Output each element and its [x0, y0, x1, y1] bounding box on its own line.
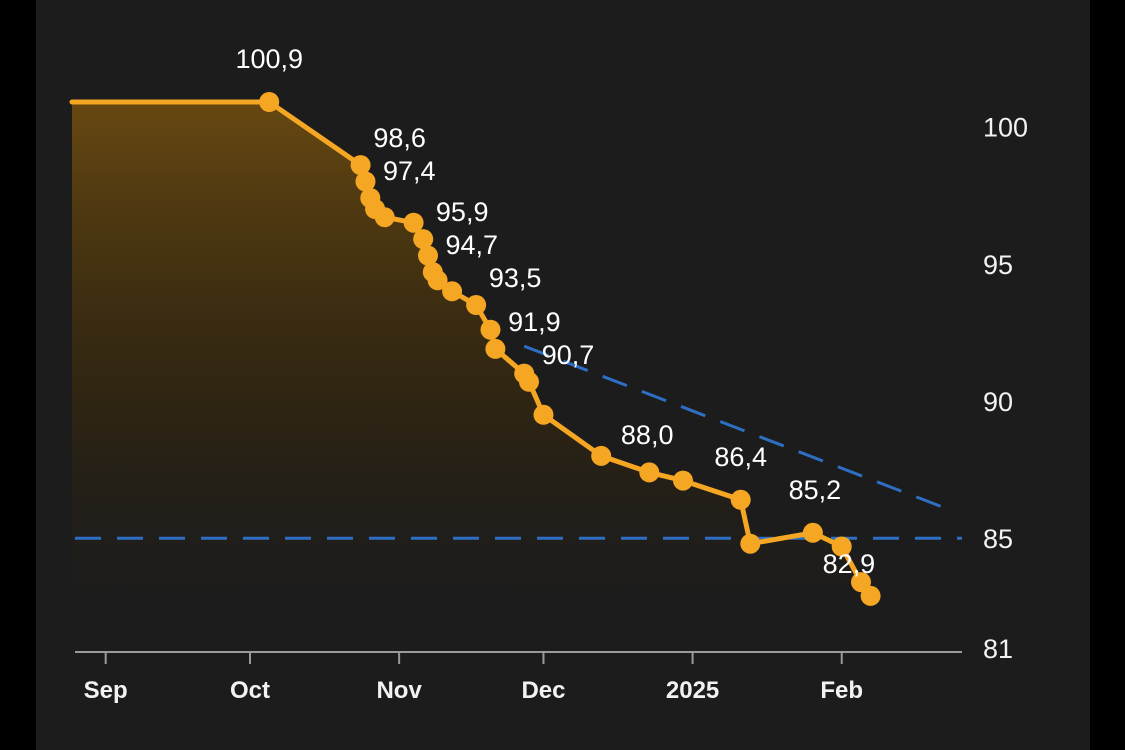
data-point [413, 229, 434, 250]
data-label: 93,5 [489, 263, 542, 293]
y-tick-label: 100 [983, 113, 1028, 143]
data-point [374, 207, 395, 228]
x-tick-label: Dec [521, 677, 565, 704]
y-tick-label: 90 [983, 387, 1013, 417]
data-point [533, 404, 554, 425]
data-point [860, 585, 881, 606]
data-point [519, 371, 539, 392]
data-point [673, 470, 693, 491]
data-point [591, 445, 612, 466]
data-point [740, 533, 761, 554]
data-label: 91,9 [508, 307, 561, 337]
data-label: 90,7 [542, 340, 595, 370]
x-tick-label: Nov [376, 677, 422, 704]
x-tick-label: 2025 [666, 677, 719, 704]
area-fill [72, 102, 871, 652]
data-point [355, 171, 376, 192]
data-point [639, 462, 660, 483]
data-point [259, 92, 280, 112]
data-point [480, 319, 501, 340]
y-tick-label: 95 [983, 250, 1013, 280]
x-tick-label: Feb [820, 677, 863, 704]
data-point [418, 245, 438, 266]
data-label: 82,9 [823, 549, 876, 579]
data-point [442, 281, 463, 302]
y-tick-label: 85 [983, 524, 1013, 554]
data-label: 98,6 [373, 123, 426, 153]
y-tick-label: 81 [983, 634, 1013, 664]
x-tick-label: Oct [230, 677, 270, 704]
data-point [403, 212, 424, 233]
x-tick-label: Sep [84, 677, 128, 704]
data-point [831, 536, 852, 557]
data-label: 100,9 [235, 44, 303, 74]
data-label: 88,0 [621, 420, 674, 450]
data-point [802, 522, 823, 543]
data-point [427, 270, 448, 291]
data-point [350, 155, 371, 176]
data-label: 95,9 [436, 197, 489, 227]
data-point [485, 338, 506, 359]
data-point [466, 295, 487, 315]
data-label: 94,7 [446, 230, 499, 260]
data-point [730, 489, 751, 510]
data-label: 86,4 [714, 442, 767, 472]
data-label: 85,2 [789, 475, 842, 505]
data-label: 97,4 [383, 156, 436, 186]
trend-line [523, 344, 953, 513]
